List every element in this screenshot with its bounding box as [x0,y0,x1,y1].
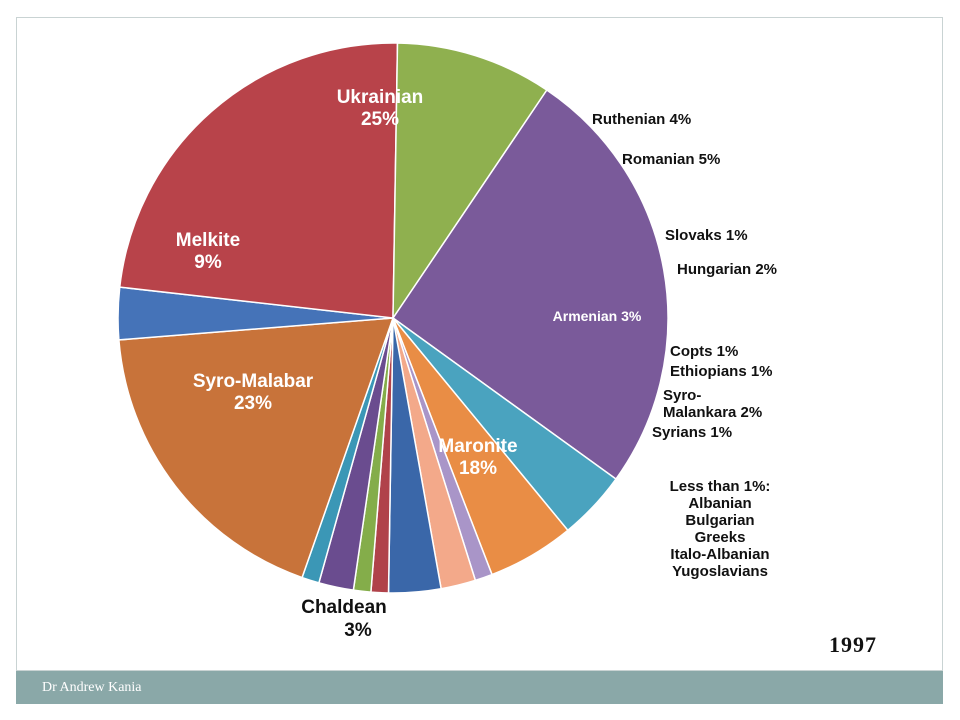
note-item: Bulgarian [685,512,755,529]
note-title: Less than 1%: [669,478,771,495]
slice-percent-label: 18% [459,458,497,479]
slice-percent-label: 3% [344,620,372,641]
slice-label: Syro- [663,387,701,404]
note-item: Albanian [688,495,752,512]
pie-slice-melkite [392,42,548,321]
slice-label: Syro-Malabar [193,371,314,392]
slice-percent-label: 23% [234,393,272,414]
slice-label: Ethiopians 1% [670,363,773,380]
footer-author: Dr Andrew Kania [42,680,142,695]
footer-bar: Dr Andrew Kania [16,671,943,704]
slice-label: Maronite [438,436,517,457]
slice-percent-label: 25% [361,109,399,130]
slice-percent-label: 9% [194,252,222,273]
slice-label: Melkite [176,230,240,251]
slice-label: Slovaks 1% [665,227,748,244]
note-item: Yugoslavians [672,563,768,580]
year-label: 1997 [829,632,877,657]
note-item: Greeks [694,529,746,546]
pie-slice-maronite [118,317,395,579]
slice-label: Ukrainian [337,87,424,108]
slice-label: Ruthenian 4% [592,111,691,128]
slice-label: Syrians 1% [652,424,732,441]
slice-label: Malankara 2% [663,404,762,421]
minor-groups-note: Less than 1%: Albanian Bulgarian Greeks … [620,478,820,580]
slice-label: Hungarian 2% [677,261,777,278]
pie-slice-ukrainian [391,88,669,481]
slice-label: Armenian 3% [553,308,642,324]
pie-slice-syro-malabar [118,42,399,319]
slice-label: Romanian 5% [622,151,720,168]
slice-label: Copts 1% [670,343,738,360]
slice-label: Chaldean [301,597,387,618]
note-item: Italo-Albanian [670,546,770,563]
